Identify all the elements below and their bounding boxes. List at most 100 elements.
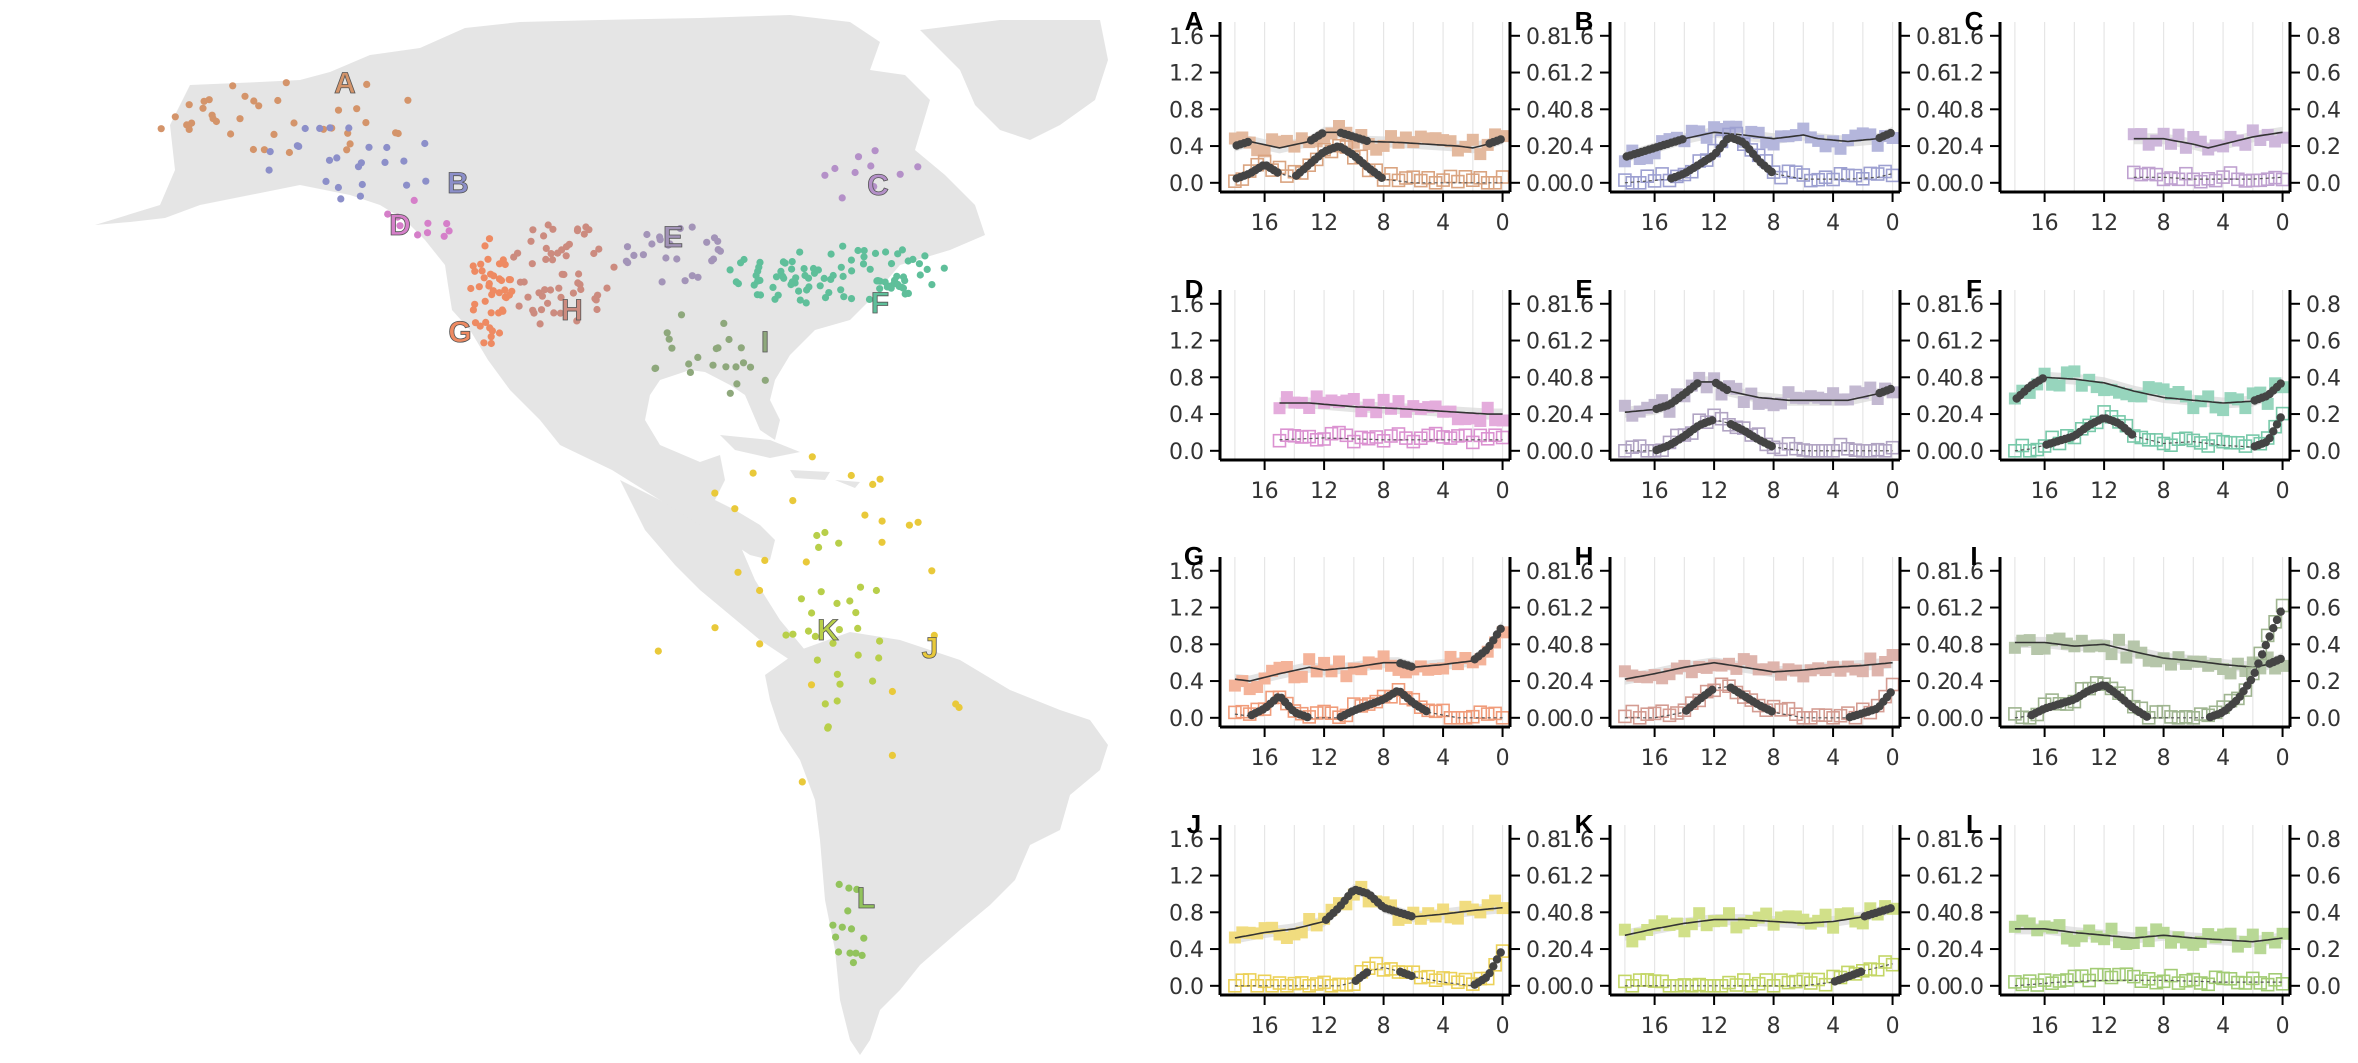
- panel-label: L: [1966, 809, 1982, 839]
- left-point: [2105, 648, 2118, 661]
- panel-label: E: [1575, 274, 1592, 304]
- site-point: [848, 267, 856, 275]
- site-point: [909, 255, 917, 263]
- left-tick-label: 0.0: [1949, 172, 1984, 197]
- panel-b: 0.0 0.4 0.8 1.2 1.6 0.0 0.2 0.4 0.6 0.8 16 12 8 4 0 B: [1559, 6, 1951, 236]
- site-point: [796, 248, 804, 256]
- site-point: [798, 778, 806, 786]
- right-tick-label: 0.8: [2306, 828, 2341, 853]
- right-point: [1339, 978, 1354, 992]
- site-point: [839, 242, 847, 250]
- site-point: [400, 157, 408, 165]
- site-point: [901, 290, 910, 298]
- site-point: [487, 339, 495, 348]
- site-point: [249, 145, 257, 154]
- right-point: [2238, 976, 2253, 990]
- site-point: [860, 934, 868, 942]
- right-tick-label: 0.0: [1526, 975, 1561, 1000]
- x-tick-label: 12: [1310, 211, 1338, 236]
- right-point: [1714, 677, 1729, 692]
- left-tick-label: 0.0: [1949, 440, 1984, 465]
- site-point: [845, 884, 853, 892]
- site-point: [914, 518, 922, 526]
- site-point: [542, 244, 550, 252]
- right-series-points: [1228, 944, 1510, 993]
- x-tick-label: 8: [1377, 746, 1391, 771]
- x-tick-label: 12: [1700, 211, 1728, 236]
- site-point: [536, 320, 544, 328]
- left-tick-label: 0.0: [1559, 172, 1594, 197]
- left-point: [1273, 402, 1286, 415]
- site-point: [803, 286, 811, 294]
- x-tick-label: 0: [2276, 746, 2290, 771]
- left-point: [1303, 653, 1316, 666]
- left-point: [1745, 125, 1758, 138]
- right-trend-dot: [2269, 427, 2278, 436]
- right-series-line: [1279, 437, 1503, 441]
- right-point: [1878, 955, 1892, 969]
- x-tick-label: 4: [1826, 211, 1840, 236]
- site-point: [737, 259, 745, 267]
- site-point: [854, 624, 862, 633]
- map-label-i: I: [761, 326, 769, 359]
- site-point: [807, 681, 816, 689]
- x-tick-label: 0: [2276, 1014, 2290, 1039]
- left-tick-label: 1.2: [1169, 62, 1204, 87]
- site-point: [835, 880, 843, 889]
- site-point: [541, 286, 549, 294]
- left-point: [2179, 141, 2192, 154]
- site-point: [681, 277, 689, 285]
- right-point: [1295, 976, 1309, 990]
- right-tick-label: 0.2: [1526, 670, 1561, 695]
- right-point: [2194, 976, 2208, 990]
- panel-label: C: [1965, 6, 1984, 36]
- site-point: [726, 389, 734, 397]
- right-tick-label: 0.6: [2306, 597, 2341, 622]
- panel-l: 0.0 0.4 0.8 1.2 1.6 0.0 0.2 0.4 0.6 0.8 16 12 8 4 0 L: [1949, 809, 2341, 1039]
- right-point: [1280, 428, 1294, 443]
- left-point: [1685, 918, 1698, 931]
- left-tick-label: 1.6: [1169, 828, 1204, 853]
- site-point: [665, 335, 673, 343]
- x-tick-label: 4: [1436, 211, 1450, 236]
- left-point: [1856, 665, 1869, 678]
- x-tick-label: 16: [1251, 479, 1279, 504]
- left-tick-label: 1.6: [1949, 828, 1984, 853]
- left-point: [2276, 131, 2289, 144]
- site-point: [345, 124, 353, 132]
- panel-label: G: [1184, 541, 1204, 571]
- site-point: [800, 265, 808, 273]
- site-point: [816, 282, 824, 290]
- left-point: [1693, 125, 1706, 138]
- panel-d: 0.0 0.4 0.8 1.2 1.6 0.0 0.2 0.4 0.6 0.8 16 12 8 4 0 D: [1169, 274, 1561, 504]
- panel-label: H: [1575, 541, 1594, 571]
- right-tick-label: 0.8: [1916, 293, 1951, 318]
- site-point: [930, 631, 938, 640]
- right-point: [1458, 170, 1473, 184]
- right-tick-label: 0.0: [1916, 975, 1951, 1000]
- right-point: [1376, 433, 1391, 448]
- site-point: [325, 156, 334, 164]
- right-tick-label: 0.6: [1526, 597, 1561, 622]
- site-point: [804, 627, 813, 635]
- right-tick-label: 0.2: [2306, 938, 2341, 963]
- right-point: [1391, 427, 1406, 441]
- x-tick-label: 0: [1886, 1014, 1900, 1039]
- site-point: [595, 245, 603, 253]
- site-point: [293, 142, 301, 150]
- region-g-points: [467, 235, 516, 348]
- site-point: [882, 248, 890, 256]
- x-tick-label: 12: [1700, 1014, 1728, 1039]
- site-point: [847, 295, 856, 303]
- site-point: [362, 119, 370, 127]
- right-trend-dot: [2272, 420, 2282, 429]
- x-tick-label: 16: [1251, 1014, 1279, 1039]
- site-point: [787, 281, 795, 289]
- site-point: [610, 263, 618, 271]
- caribbean-islands: [720, 435, 860, 488]
- right-trend-dot: [2127, 430, 2137, 439]
- region-l-points: [829, 880, 868, 967]
- left-trend-dot: [1496, 624, 1505, 633]
- site-point: [769, 283, 777, 291]
- site-point: [337, 195, 345, 203]
